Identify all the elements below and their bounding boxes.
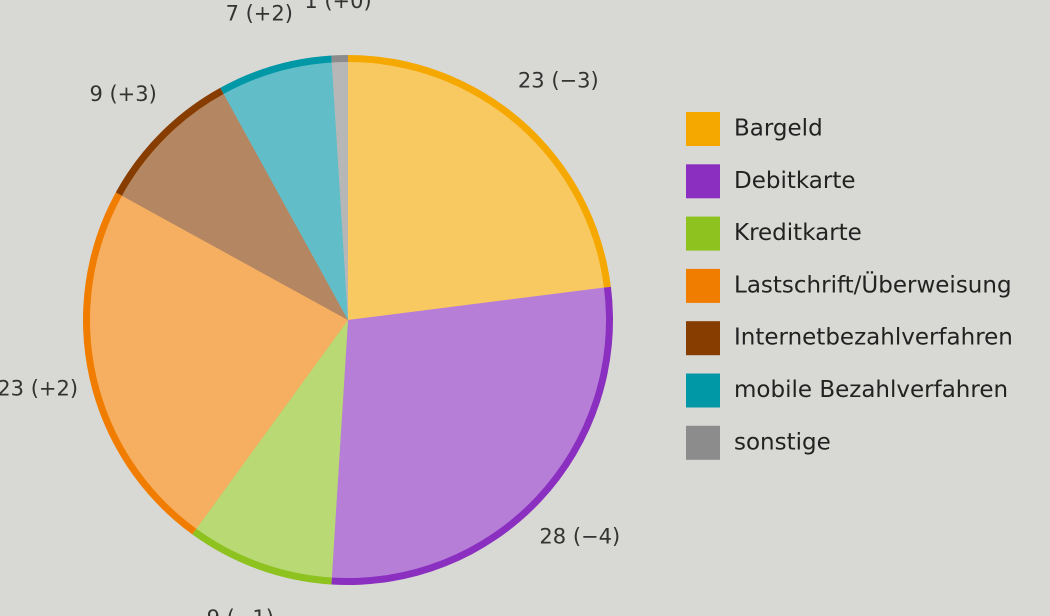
- legend-swatch: [686, 373, 720, 408]
- legend-label: sonstige: [734, 429, 831, 455]
- data-label: 23 (−3): [518, 68, 599, 92]
- slice-highlight: [89, 195, 348, 529]
- legend-swatch: [686, 425, 720, 460]
- legend-label: Debitkarte: [734, 168, 856, 194]
- legend-label: Kreditkarte: [734, 220, 862, 246]
- legend-swatch: [686, 268, 720, 303]
- legend-swatch: [686, 216, 720, 251]
- pie-slice: [331, 286, 614, 586]
- slice-highlight: [121, 93, 349, 321]
- legend-label: Lastschrift/Überweisung: [734, 270, 1012, 298]
- legend-label: Bargeld: [734, 116, 823, 142]
- data-label: 23 (+2): [0, 376, 78, 400]
- slice-highlight: [331, 62, 348, 320]
- data-label: 9 (+3): [89, 82, 156, 106]
- pie-slice: [115, 87, 348, 320]
- pie-slice: [83, 192, 349, 535]
- slice-highlight: [196, 320, 348, 578]
- data-label: 28 (−4): [539, 525, 620, 549]
- data-label: 1 (+0): [304, 0, 371, 13]
- slice-highlight: [348, 62, 604, 320]
- data-label: 7 (+2): [226, 2, 293, 26]
- legend-label: mobile Bezahlverfahren: [734, 377, 1008, 403]
- legend-swatch: [686, 321, 720, 356]
- pie-slice: [348, 55, 611, 320]
- slice-highlight: [223, 62, 348, 321]
- slice-highlight: [331, 287, 606, 578]
- pie-slice: [331, 55, 348, 320]
- legend-label: Internetbezahlverfahren: [734, 325, 1013, 351]
- legend-swatch: [686, 112, 720, 146]
- legend-swatch: [686, 164, 720, 199]
- pie-slice: [192, 320, 348, 585]
- data-label: 9 (−1): [207, 606, 274, 616]
- pie-slice: [220, 55, 348, 320]
